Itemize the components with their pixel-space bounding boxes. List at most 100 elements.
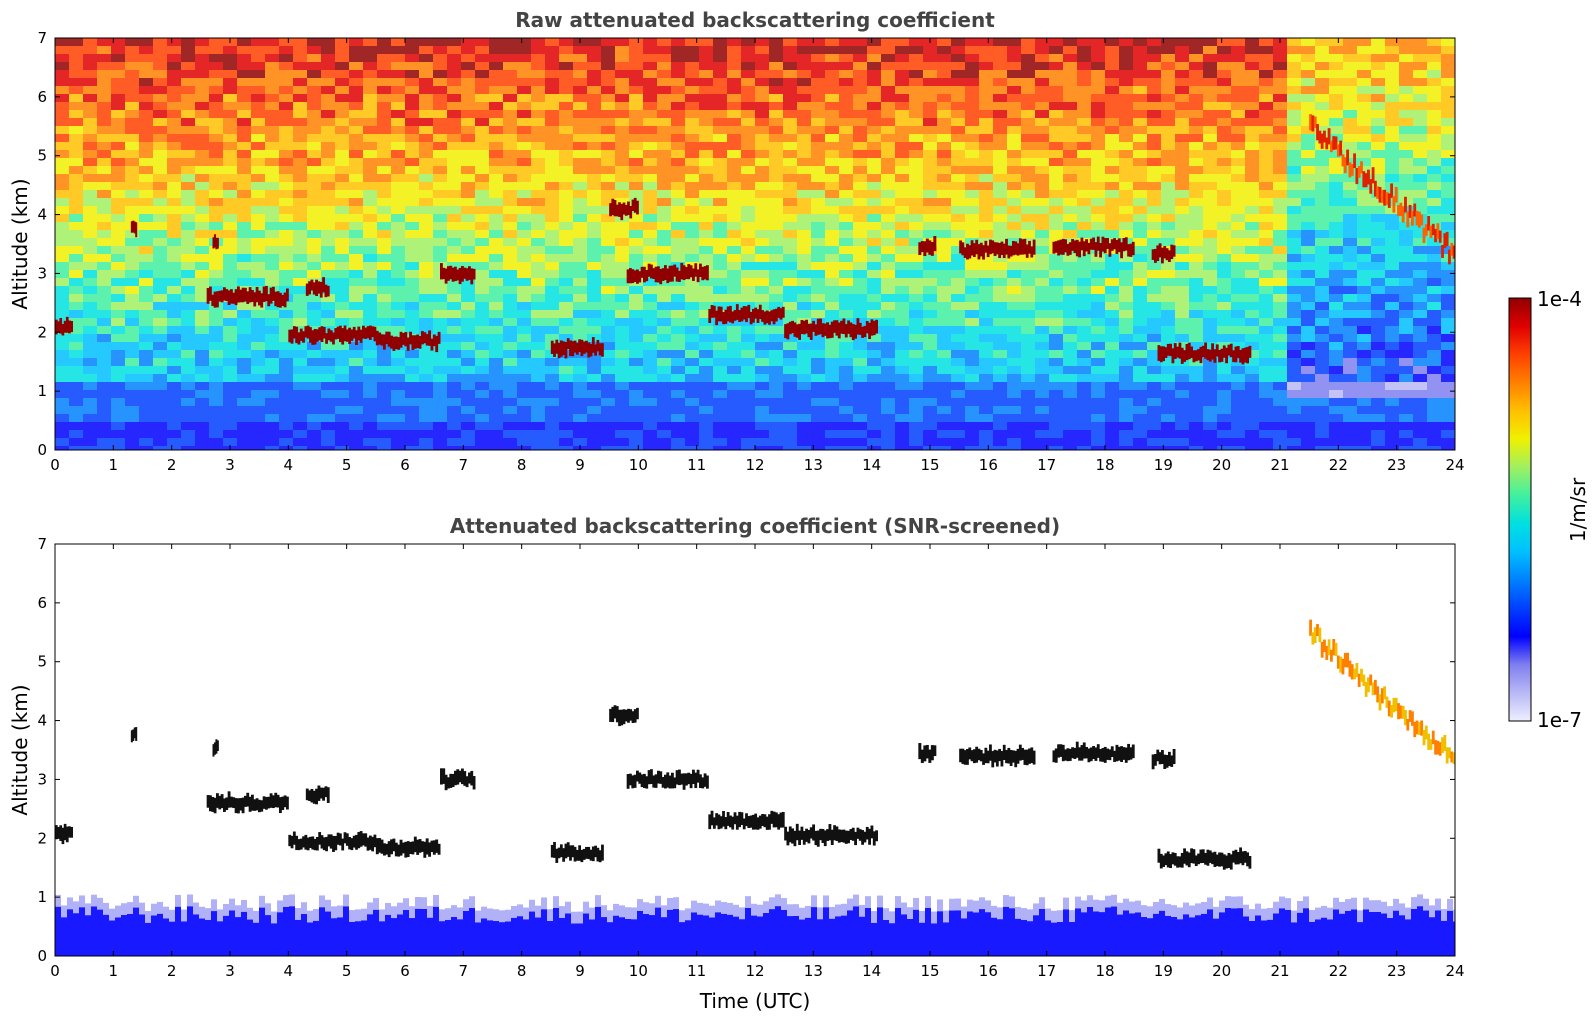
x-tick-label: 12 <box>745 962 764 980</box>
cloud-layer <box>1052 236 1135 259</box>
x-tick-label: 6 <box>400 456 410 474</box>
x-tick-label: 24 <box>1445 456 1464 474</box>
cloud-layer <box>212 234 219 250</box>
cloud-layer <box>1157 342 1252 365</box>
cloud-layer <box>550 337 604 359</box>
cloud-layer <box>212 739 219 757</box>
y-tick-label: 6 <box>37 594 47 612</box>
x-tick-label: 10 <box>629 962 648 980</box>
x-tick-label: 4 <box>284 456 294 474</box>
y-tick-label: 5 <box>37 653 47 671</box>
bottom-panel-axes: 0 1 2 3 4 5 6 7 8 9 10 11 12 13 14 15 16 17 18 19 20 21 22 23 24… <box>37 535 1464 980</box>
x-tick-label: 16 <box>979 456 998 474</box>
x-tick-label: 10 <box>629 456 648 474</box>
cloud-layer <box>305 277 330 298</box>
y-tick-label: 0 <box>37 441 47 459</box>
x-tick-label: 16 <box>979 962 998 980</box>
y-tick-label: 7 <box>37 29 47 47</box>
cloud-layer <box>1309 619 1455 765</box>
top-panel-ylabel: Altitude (km) <box>8 178 32 309</box>
cloud-layer <box>206 791 289 814</box>
cloud-layer <box>440 768 476 791</box>
bottom-panel-ylabel: Altitude (km) <box>8 684 32 815</box>
x-tick-label: 15 <box>920 456 939 474</box>
x-tick-label: 18 <box>1095 962 1114 980</box>
x-tick-label: 11 <box>687 456 706 474</box>
cloud-layer <box>206 285 289 308</box>
x-tick-label: 21 <box>1270 456 1289 474</box>
x-tick-label: 7 <box>459 456 469 474</box>
x-tick-label: 1 <box>109 962 119 980</box>
x-tick-label: 15 <box>920 962 939 980</box>
cloud-layer <box>1151 243 1176 264</box>
bottom-panel-heatmap <box>55 544 1455 956</box>
x-tick-label: 13 <box>804 962 823 980</box>
x-tick-label: 20 <box>1212 962 1231 980</box>
cloud-layer <box>55 823 73 845</box>
cloud-layer <box>1309 114 1455 265</box>
x-tick-label: 20 <box>1212 456 1231 474</box>
x-tick-label: 24 <box>1445 962 1464 980</box>
cloud-layer <box>375 836 441 858</box>
cloud-layer <box>55 316 73 336</box>
x-tick-label: 5 <box>342 962 352 980</box>
top-panel-heatmap <box>55 38 1455 450</box>
y-tick-label: 2 <box>37 829 47 847</box>
cloud-layer <box>440 263 476 285</box>
x-tick-label: 17 <box>1037 962 1056 980</box>
x-tick-label: 14 <box>862 456 881 474</box>
cloud-layer <box>1157 847 1252 870</box>
x-tick-label: 9 <box>575 456 585 474</box>
x-tick-label: 1 <box>109 456 119 474</box>
y-tick-label: 2 <box>37 323 47 341</box>
x-tick-label: 5 <box>342 456 352 474</box>
x-tick-label: 22 <box>1329 456 1348 474</box>
cloud-layer <box>609 197 639 221</box>
x-tick-label: 21 <box>1270 962 1289 980</box>
cloud-layer <box>288 831 377 852</box>
x-tick-label: 11 <box>687 962 706 980</box>
x-tick-label: 9 <box>575 962 585 980</box>
y-tick-label: 0 <box>37 947 47 965</box>
x-tick-label: 19 <box>1154 962 1173 980</box>
x-tick-label: 2 <box>167 962 177 980</box>
cloud-layer <box>609 705 639 727</box>
cloud-layer <box>305 785 330 805</box>
cloud-layer <box>130 727 138 743</box>
x-tick-label: 0 <box>50 962 60 980</box>
y-tick-label: 7 <box>37 535 47 553</box>
cloud-layer <box>130 220 138 238</box>
colorbar <box>1508 297 1532 722</box>
colorbar-max-label: 1e-4 <box>1537 287 1582 311</box>
y-tick-label: 3 <box>37 770 47 788</box>
cloud-layer <box>918 236 937 257</box>
cloud-layer <box>1151 748 1176 770</box>
x-tick-label: 0 <box>50 456 60 474</box>
x-tick-label: 8 <box>517 962 527 980</box>
top-panel-title: Raw attenuated backscattering coefficien… <box>515 8 995 32</box>
cloud-layer <box>959 238 1036 260</box>
y-tick-label: 1 <box>37 382 47 400</box>
x-tick-label: 4 <box>284 962 294 980</box>
bottom-panel-title: Attenuated backscattering coefficient (S… <box>450 514 1060 538</box>
x-tick-label: 14 <box>862 962 881 980</box>
x-tick-label: 12 <box>745 456 764 474</box>
cloud-layer <box>784 318 878 341</box>
bottom-panel-xlabel: Time (UTC) <box>699 989 811 1013</box>
top-panel-axes: 0 1 2 3 4 5 6 7 8 9 10 11 12 13 14 15 16 17 18 19 20 21 22 23 24… <box>37 29 1464 474</box>
y-tick-label: 1 <box>37 888 47 906</box>
cloud-layer <box>375 330 441 353</box>
cloud-layer <box>918 743 937 763</box>
colorbar-min-label: 1e-7 <box>1537 708 1582 732</box>
cloud-layer <box>708 304 785 326</box>
x-tick-label: 17 <box>1037 456 1056 474</box>
x-tick-label: 18 <box>1095 456 1114 474</box>
x-tick-label: 8 <box>517 456 527 474</box>
cloud-layer <box>708 810 785 830</box>
x-tick-label: 3 <box>225 456 235 474</box>
colorbar-units-label: 1/m/sr <box>1566 477 1590 542</box>
y-tick-label: 4 <box>37 206 47 224</box>
x-tick-label: 13 <box>804 456 823 474</box>
x-tick-label: 6 <box>400 962 410 980</box>
